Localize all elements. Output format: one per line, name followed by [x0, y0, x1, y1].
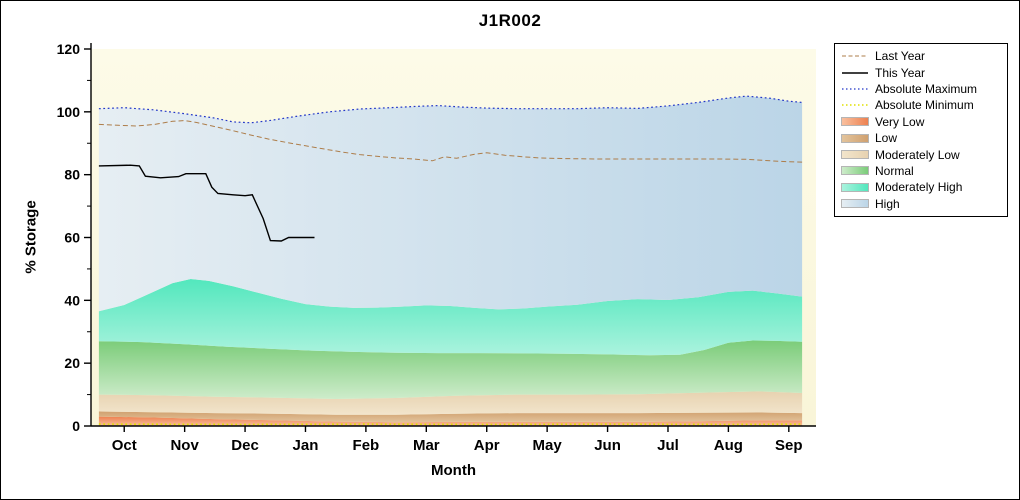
- band-very-low: [98, 416, 803, 426]
- legend-item-absolute-maximum: Absolute Maximum: [841, 81, 1001, 97]
- x-tick-label: Jul: [657, 437, 679, 454]
- y-tick-label: 40: [64, 292, 80, 308]
- legend-swatch: [841, 166, 869, 176]
- x-tick-label: Aug: [714, 437, 743, 454]
- x-tick-label: Sep: [775, 437, 803, 454]
- band-normal: [98, 340, 803, 399]
- legend-label: Normal: [875, 163, 914, 178]
- x-tick-label: May: [533, 437, 563, 454]
- y-tick-label: 20: [64, 355, 80, 371]
- legend-item-moderately-low: Moderately Low: [841, 146, 1001, 162]
- legend-item-high: High: [841, 196, 1001, 212]
- band-moderately-high: [98, 279, 803, 356]
- legend-swatch: [841, 117, 869, 127]
- legend-line-sample: [842, 88, 868, 90]
- legend-swatch: [841, 150, 869, 160]
- x-tick-label: Apr: [474, 437, 500, 454]
- line-last-year: [98, 120, 803, 163]
- legend-line-sample: [842, 71, 868, 74]
- y-axis-title: % Storage: [22, 200, 40, 274]
- legend-label: Absolute Maximum: [875, 81, 978, 96]
- x-tick-label: Dec: [231, 437, 259, 454]
- legend: Last Year This Year Absolute Maximum Absolu…: [834, 43, 1008, 217]
- legend-item-moderately-high: Moderately High: [841, 179, 1001, 195]
- x-tick-label: Oct: [112, 437, 137, 454]
- band-high: [98, 96, 803, 312]
- x-tick-label: Nov: [170, 437, 199, 454]
- y-tick-label: 0: [72, 418, 80, 434]
- x-tick-label: Mar: [413, 437, 440, 454]
- legend-item-low: Low: [841, 130, 1001, 146]
- x-tick-label: Jun: [594, 437, 621, 454]
- legend-line-sample: [842, 55, 868, 57]
- legend-line-sample: [842, 104, 868, 107]
- legend-label: Moderately High: [875, 180, 963, 195]
- legend-label: High: [875, 196, 900, 211]
- band-low: [98, 411, 803, 423]
- y-tick-label: 120: [57, 41, 81, 57]
- line-this-year: [98, 164, 315, 242]
- band-moderately-low: [98, 391, 803, 415]
- legend-swatch: [841, 182, 869, 192]
- legend-item-normal: Normal: [841, 163, 1001, 179]
- legend-label: Very Low: [875, 114, 925, 129]
- legend-item-last-year: Last Year: [841, 48, 1001, 64]
- legend-label: Absolute Minimum: [875, 98, 974, 113]
- y-tick-label: 80: [64, 167, 80, 183]
- line-absolute-maximum: [98, 95, 803, 124]
- legend-label: Low: [875, 131, 898, 146]
- x-tick-label: Jan: [293, 437, 319, 454]
- x-axis-title: Month: [431, 462, 476, 479]
- legend-item-this-year: This Year: [841, 64, 1001, 80]
- y-tick-label: 100: [57, 104, 81, 120]
- x-tick-label: Feb: [353, 437, 380, 454]
- legend-item-absolute-minimum: Absolute Minimum: [841, 97, 1001, 113]
- legend-label: This Year: [875, 65, 926, 80]
- legend-label: Last Year: [875, 49, 926, 64]
- legend-item-very-low: Very Low: [841, 114, 1001, 130]
- legend-label: Moderately Low: [875, 147, 960, 162]
- y-tick-label: 60: [64, 230, 80, 246]
- page-title: J1R002: [478, 11, 542, 30]
- legend-swatch: [841, 133, 869, 143]
- legend-swatch: [841, 199, 869, 209]
